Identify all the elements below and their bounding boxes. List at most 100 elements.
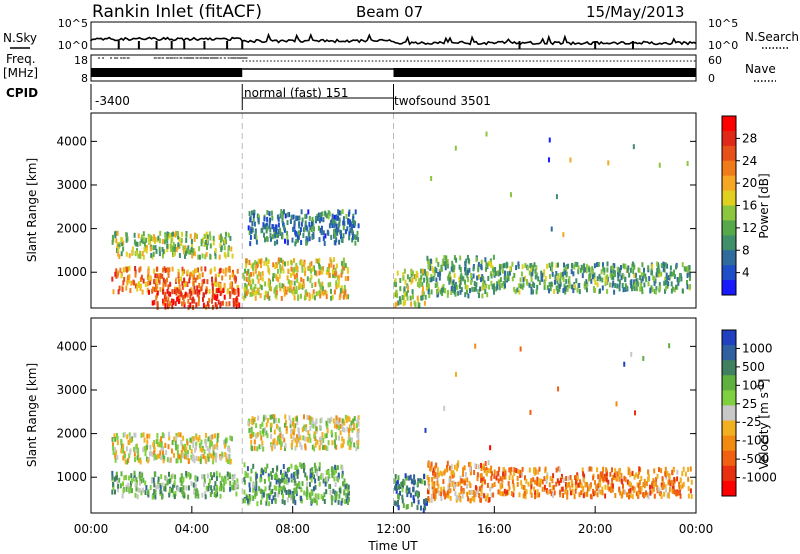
echo-cell [219,242,222,248]
echo-cell [551,271,554,277]
echo-cell [153,482,156,488]
echo-cell [456,284,459,290]
echo-cell [313,446,316,452]
echo-cell [493,270,495,276]
echo-cell [649,288,652,294]
echo-cell [543,280,546,286]
echo-cell [279,486,282,491]
echo-cell [321,269,324,275]
echo-cell [427,258,429,264]
echo-cell [264,224,267,230]
echo-cell [267,281,270,287]
echo-cell [605,279,608,285]
echo-cell [444,265,447,271]
echo-cell [234,485,237,491]
echo-cell [410,272,413,278]
echo-cell [651,264,654,270]
echo-cell [682,481,685,487]
echo-cell [133,451,136,457]
echo-cell [590,494,593,500]
echo-cell [437,261,440,267]
echo-cell [350,423,352,429]
echo-cell [649,490,652,496]
echo-cell [315,426,318,432]
echo-cell [253,234,256,240]
echo-cell [201,272,204,278]
echo-cell [153,450,155,456]
echo-cell [460,489,463,495]
echo-cell [647,265,650,271]
echo-cell [462,467,465,473]
echo-cell [440,264,443,270]
echo-cell [347,275,350,281]
echo-cell [277,435,279,441]
echo-cell [235,482,238,488]
echo-cell [326,424,329,430]
echo-cell [435,277,438,283]
echo-cell [430,289,433,295]
echo-cell [277,222,280,228]
echo-cell [219,301,222,307]
echo-cell [326,213,328,219]
echo-cell [334,482,337,487]
echo-cell [161,253,164,259]
echo-cell [182,485,185,491]
echo-cell [190,454,193,460]
echo-cell [161,273,164,279]
echo-cell [333,214,336,220]
echo-cell [213,444,216,450]
echo-cell [416,491,419,497]
echo-cell [228,301,231,307]
echo-cell [405,504,408,510]
echo-cell [574,475,576,481]
echo-cell [664,262,667,268]
echo-cell [658,162,661,168]
echo-cell [257,290,260,296]
echo-cell [171,304,174,310]
echo-cell [467,258,470,264]
echo-cell [459,475,462,481]
echo-cell [162,450,164,456]
echo-cell [427,289,430,295]
echo-cell [343,284,346,290]
echo-cell [209,269,212,275]
echo-cell [653,276,656,282]
echo-cell [337,477,340,483]
echo-cell [643,491,646,497]
echo-cell [297,427,300,433]
echo-cell [461,275,464,281]
echo-cell [176,287,179,293]
echo-cell [177,486,180,492]
echo-cell [181,271,184,277]
echo-cell [457,495,460,501]
echo-cell [329,257,332,263]
echo-cell [263,295,266,301]
echo-cell [271,498,274,504]
echo-cell [157,476,160,482]
echo-cell [499,490,502,496]
echo-cell [175,433,178,438]
echo-cell [185,281,188,287]
echo-cell [349,219,351,225]
echo-cell [298,221,301,227]
echo-cell [116,272,119,278]
echo-cell [211,283,214,289]
echo-cell [221,475,224,481]
echo-cell [550,281,553,287]
echo-cell [620,275,623,281]
echo-cell [310,227,313,232]
echo-cell [126,459,129,465]
echo-cell [252,265,255,271]
echo-cell [647,476,650,482]
echo-cell [555,467,558,473]
echo-cell [447,484,450,490]
echo-cell [200,286,203,292]
echo-cell [286,497,289,503]
echo-cell [606,261,609,267]
echo-cell [273,418,276,424]
echo-cell [493,289,495,295]
echo-cell [326,476,329,482]
echo-cell [305,289,307,295]
echo-cell [348,235,351,241]
freq-trace [91,57,696,77]
